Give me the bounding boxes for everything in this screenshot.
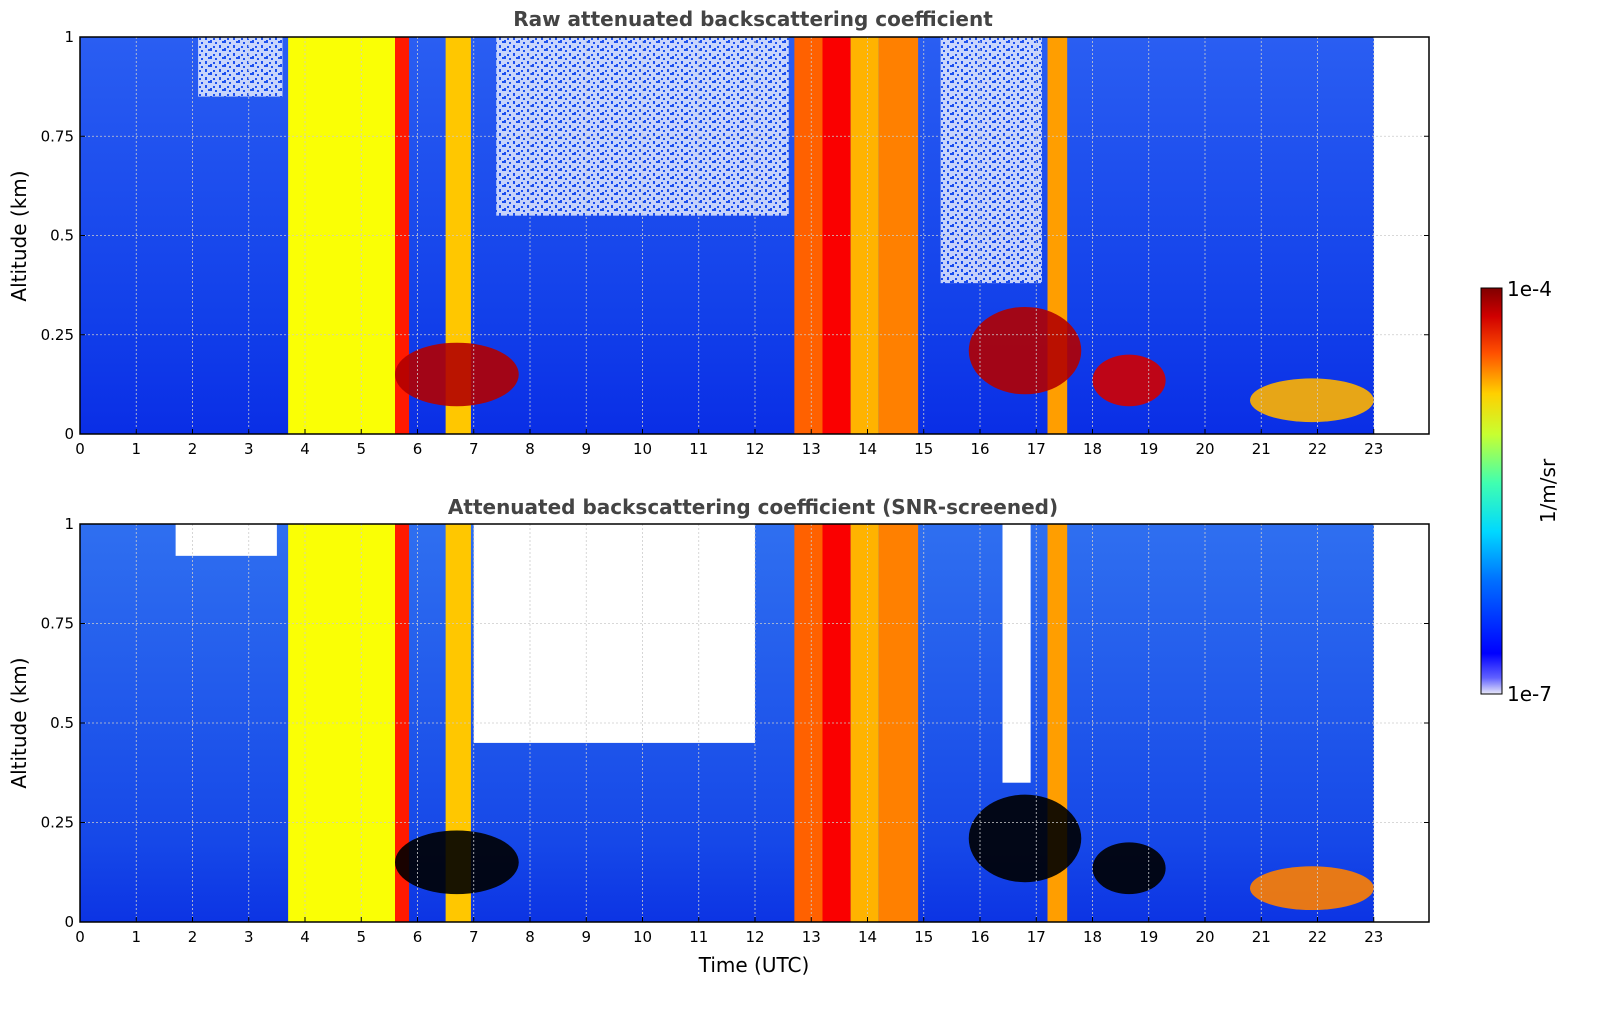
y-axis-label: Altitude (km) (7, 170, 31, 301)
y-tick-label: 1 (64, 515, 74, 533)
colorbar: 1e-4 1e-7 1/m/sr (1480, 277, 1560, 706)
noise-region (940, 37, 1042, 284)
y-tick-label: 0.5 (50, 227, 74, 245)
high-backscatter-region (1092, 842, 1166, 895)
x-tick-label: 14 (858, 440, 877, 458)
high-backscatter-region (1092, 354, 1166, 407)
x-tick-label: 14 (858, 928, 877, 946)
x-tick-label: 12 (745, 928, 764, 946)
y-tick-label: 0.25 (41, 326, 74, 344)
x-tick-label: 23 (1364, 440, 1383, 458)
x-axis-label: Time (UTC) (698, 953, 810, 977)
colorbar-min-label: 1e-7 (1507, 682, 1552, 706)
colorbar-unit-label: 1/m/sr (1536, 458, 1560, 523)
panel-title: Raw attenuated backscattering coefficien… (513, 7, 993, 31)
y-tick-label: 0.5 (50, 714, 74, 732)
x-tick-label: 4 (300, 440, 310, 458)
y-tick-label: 0 (64, 913, 74, 931)
high-backscatter-region (968, 794, 1082, 883)
y-tick-label: 0.25 (41, 814, 74, 832)
x-tick-label: 13 (802, 928, 821, 946)
x-tick-label: 0 (75, 440, 85, 458)
x-tick-label: 15 (914, 440, 933, 458)
colorbar-gradient (1480, 287, 1503, 695)
x-tick-label: 17 (1027, 440, 1046, 458)
x-tick-label: 18 (1083, 928, 1102, 946)
x-tick-label: 22 (1308, 440, 1327, 458)
x-tick-label: 20 (1195, 440, 1214, 458)
x-tick-label: 4 (300, 928, 310, 946)
x-tick-label: 21 (1252, 440, 1271, 458)
x-tick-label: 1 (131, 440, 141, 458)
y-tick-label: 0.75 (41, 127, 74, 145)
panel-title: Attenuated backscattering coefficient (S… (448, 495, 1058, 519)
high-backscatter-region (395, 342, 519, 407)
x-tick-label: 17 (1027, 928, 1046, 946)
x-tick-label: 3 (244, 928, 254, 946)
x-axis-ticks: 0 1 2 3 4 5 6 7 8 9 10 11 12 13 14 15 16 17 18 19 20 21 22 23 (75, 917, 1383, 946)
high-backscatter-region (395, 830, 519, 895)
panel-raw: Raw attenuated backscattering coefficien… (7, 7, 1430, 458)
noise-region (198, 37, 283, 97)
x-tick-label: 6 (413, 928, 423, 946)
y-tick-label: 0 (64, 425, 74, 443)
x-tick-label: 21 (1252, 928, 1271, 946)
grid-lines (80, 524, 1429, 922)
x-tick-label: 18 (1083, 440, 1102, 458)
x-tick-label: 6 (413, 440, 423, 458)
x-tick-label: 5 (356, 440, 366, 458)
x-tick-label: 10 (633, 928, 652, 946)
y-tick-label: 0.75 (41, 615, 74, 633)
x-tick-label: 7 (469, 440, 479, 458)
x-tick-label: 22 (1308, 928, 1327, 946)
x-tick-label: 9 (581, 440, 591, 458)
y-axis-ticks: 0 0.25 0.5 0.75 1 (41, 515, 1429, 931)
high-backscatter-region (1250, 378, 1374, 423)
screened-out-region (473, 524, 755, 743)
x-tick-label: 1 (131, 928, 141, 946)
x-tick-label: 7 (469, 928, 479, 946)
x-tick-label: 19 (1139, 440, 1158, 458)
colorbar-max-label: 1e-4 (1507, 277, 1552, 301)
x-tick-label: 20 (1195, 928, 1214, 946)
grid-lines (80, 37, 1429, 434)
x-tick-label: 19 (1139, 928, 1158, 946)
y-axis-ticks: 0 0.25 0.5 0.75 1 (41, 28, 1429, 443)
x-tick-label: 13 (802, 440, 821, 458)
x-tick-label: 8 (525, 928, 535, 946)
x-tick-label: 2 (188, 928, 198, 946)
x-tick-label: 23 (1364, 928, 1383, 946)
x-tick-label: 9 (581, 928, 591, 946)
x-tick-label: 11 (689, 440, 708, 458)
x-tick-label: 16 (970, 928, 989, 946)
x-tick-label: 5 (356, 928, 366, 946)
x-tick-label: 10 (633, 440, 652, 458)
x-tick-label: 3 (244, 440, 254, 458)
y-axis-label: Altitude (km) (7, 657, 31, 788)
panel-snr-screened: Attenuated backscattering coefficient (S… (7, 495, 1430, 977)
x-tick-label: 2 (188, 440, 198, 458)
x-tick-label: 11 (689, 928, 708, 946)
screened-out-region (1002, 524, 1031, 783)
x-tick-label: 8 (525, 440, 535, 458)
x-axis-ticks: 0 1 2 3 4 5 6 7 8 9 10 11 12 13 14 15 16 17 18 19 20 21 22 23 (75, 429, 1383, 458)
x-tick-label: 16 (970, 440, 989, 458)
high-backscatter-region (1250, 866, 1374, 911)
y-tick-label: 1 (64, 28, 74, 46)
high-backscatter-region (968, 306, 1082, 395)
x-tick-label: 12 (745, 440, 764, 458)
x-tick-label: 15 (914, 928, 933, 946)
screened-out-region (175, 524, 277, 556)
x-tick-label: 0 (75, 928, 85, 946)
